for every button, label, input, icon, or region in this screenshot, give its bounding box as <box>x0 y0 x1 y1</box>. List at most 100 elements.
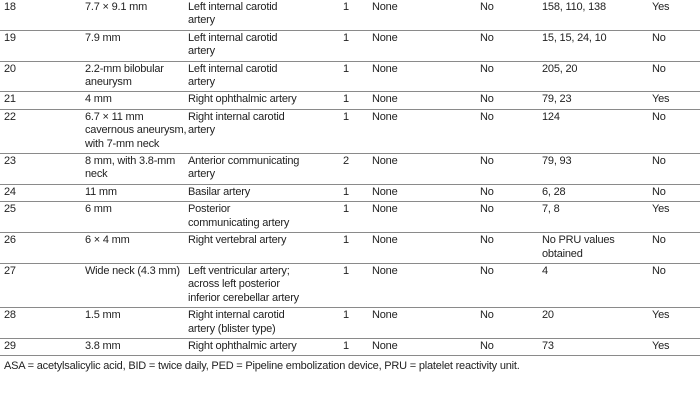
case-number-cell: 23 <box>0 153 85 185</box>
cell-no-cell: No <box>480 232 542 264</box>
aneurysm-location-cell: Right internal carotid artery (blister t… <box>188 307 300 339</box>
table-body: 18 7.7 × 9.1 mm Left internal carotid arte… <box>0 0 700 357</box>
case-number-cell: 26 <box>0 232 85 264</box>
case-number-cell: 22 <box>0 109 85 155</box>
table-row: 24 11 mm Basilar artery 1 None No 6, 28 No <box>0 184 700 203</box>
case-number-cell: 18 <box>0 0 85 31</box>
complication-cell: None <box>372 0 480 31</box>
cell-yes-no-cell: Yes <box>652 307 700 339</box>
cell-yes-no-cell: Yes <box>652 0 700 31</box>
aneurysm-size-cell: 4 mm <box>85 91 188 110</box>
table-row: 26 6 × 4 mm Right vertebral artery 1 None No N… <box>0 232 700 264</box>
cell-yes-no-cell: Yes <box>652 338 700 357</box>
aneurysm-location-cell: Posterior communicating artery <box>188 201 300 234</box>
complication-cell: None <box>372 30 480 62</box>
table-row: 22 6.7 × 11 mm cavernous aneurysm, with 7… <box>0 109 700 155</box>
case-number-cell: 28 <box>0 307 85 339</box>
cell-yes-no-cell: Yes <box>652 91 700 110</box>
cell-yes-no-cell: Yes <box>652 201 700 234</box>
case-number-cell: 19 <box>0 30 85 62</box>
case-number-cell: 21 <box>0 91 85 110</box>
pru-values-cell: 79, 23 <box>542 91 652 110</box>
aneurysm-size-cell: Wide neck (4.3 mm) <box>85 263 188 309</box>
complication-cell: None <box>372 91 480 110</box>
aneurysm-size-cell: 6 × 4 mm <box>85 232 188 264</box>
table-row: 19 7.9 mm Left internal carotid artery 1 Non… <box>0 30 700 62</box>
complication-cell: None <box>372 109 480 155</box>
aneurysm-location-cell: Basilar artery <box>188 184 300 203</box>
cell-no-cell: No <box>480 153 542 185</box>
devices-count-cell: 1 <box>300 263 372 309</box>
cell-yes-no-cell: No <box>652 61 700 93</box>
devices-count-cell: 1 <box>300 0 372 31</box>
devices-count-cell: 1 <box>300 338 372 357</box>
table-row: 29 3.8 mm Right ophthalmic artery 1 None No 73… <box>0 338 700 357</box>
aneurysm-location-cell: Right ophthalmic artery <box>188 338 300 357</box>
cell-no-cell: No <box>480 307 542 339</box>
complication-cell: None <box>372 184 480 203</box>
aneurysm-location-cell: Right internal carotid artery <box>188 109 300 155</box>
aneurysm-location-cell: Left internal carotid artery <box>188 61 300 93</box>
table-row: 28 1.5 mm Right internal carotid artery (b… <box>0 307 700 339</box>
table-row: 23 8 mm, with 3.8-mm neck Anterior communi… <box>0 153 700 185</box>
aneurysm-location-cell: Left internal carotid artery <box>188 30 300 62</box>
pru-values-cell: 6, 28 <box>542 184 652 203</box>
pru-values-cell: 4 <box>542 263 652 309</box>
devices-count-cell: 1 <box>300 232 372 264</box>
complication-cell: None <box>372 263 480 309</box>
case-number-cell: 25 <box>0 201 85 234</box>
aneurysm-size-cell: 8 mm, with 3.8-mm neck <box>85 153 188 185</box>
cell-no-cell: No <box>480 30 542 62</box>
table-row: 21 4 mm Right ophthalmic artery 1 None No 79, … <box>0 91 700 110</box>
table-row: 27 Wide neck (4.3 mm) Left ventricular art… <box>0 263 700 309</box>
aneurysm-size-cell: 6.7 × 11 mm cavernous aneurysm, with 7-m… <box>85 109 188 155</box>
cell-no-cell: No <box>480 201 542 234</box>
aneurysm-size-cell: 1.5 mm <box>85 307 188 339</box>
pru-values-cell: 205, 20 <box>542 61 652 93</box>
devices-count-cell: 1 <box>300 109 372 155</box>
aneurysm-size-cell: 3.8 mm <box>85 338 188 357</box>
cell-yes-no-cell: No <box>652 184 700 203</box>
devices-count-cell: 1 <box>300 30 372 62</box>
cell-no-cell: No <box>480 109 542 155</box>
cell-yes-no-cell: No <box>652 263 700 309</box>
cell-no-cell: No <box>480 0 542 31</box>
devices-count-cell: 1 <box>300 91 372 110</box>
aneurysm-location-cell: Left internal carotid artery <box>188 0 300 31</box>
complication-cell: None <box>372 232 480 264</box>
aneurysm-size-cell: 6 mm <box>85 201 188 234</box>
complication-cell: None <box>372 61 480 93</box>
devices-count-cell: 1 <box>300 201 372 234</box>
cell-no-cell: No <box>480 91 542 110</box>
devices-count-cell: 1 <box>300 184 372 203</box>
cell-yes-no-cell: No <box>652 153 700 185</box>
aneurysm-location-cell: Anterior communicating artery <box>188 153 300 185</box>
pru-values-cell: 124 <box>542 109 652 155</box>
case-number-cell: 27 <box>0 263 85 309</box>
pru-values-cell: No PRU values obtained <box>542 232 652 264</box>
pru-values-cell: 79, 93 <box>542 153 652 185</box>
aneurysm-size-cell: 11 mm <box>85 184 188 203</box>
case-number-cell: 24 <box>0 184 85 203</box>
cell-no-cell: No <box>480 184 542 203</box>
table-row: 25 6 mm Posterior communicating artery 1 Non… <box>0 201 700 234</box>
pru-values-cell: 158, 110, 138 <box>542 0 652 31</box>
table-footnote: ASA = acetylsalicylic acid, BID = twice … <box>4 360 520 373</box>
complication-cell: None <box>372 153 480 185</box>
aneurysm-case-table: 18 7.7 × 9.1 mm Left internal carotid arte… <box>0 0 700 357</box>
case-number-cell: 29 <box>0 338 85 357</box>
pru-values-cell: 7, 8 <box>542 201 652 234</box>
aneurysm-size-cell: 2.2-mm bilobular aneurysm <box>85 61 188 93</box>
aneurysm-size-cell: 7.9 mm <box>85 30 188 62</box>
complication-cell: None <box>372 201 480 234</box>
table-row: 20 2.2-mm bilobular aneurysm Left internal… <box>0 61 700 93</box>
cell-no-cell: No <box>480 263 542 309</box>
devices-count-cell: 1 <box>300 61 372 93</box>
complication-cell: None <box>372 307 480 339</box>
cell-yes-no-cell: No <box>652 30 700 62</box>
devices-count-cell: 1 <box>300 307 372 339</box>
cell-yes-no-cell: No <box>652 109 700 155</box>
pru-values-cell: 15, 15, 24, 10 <box>542 30 652 62</box>
aneurysm-size-cell: 7.7 × 9.1 mm <box>85 0 188 31</box>
complication-cell: None <box>372 338 480 357</box>
